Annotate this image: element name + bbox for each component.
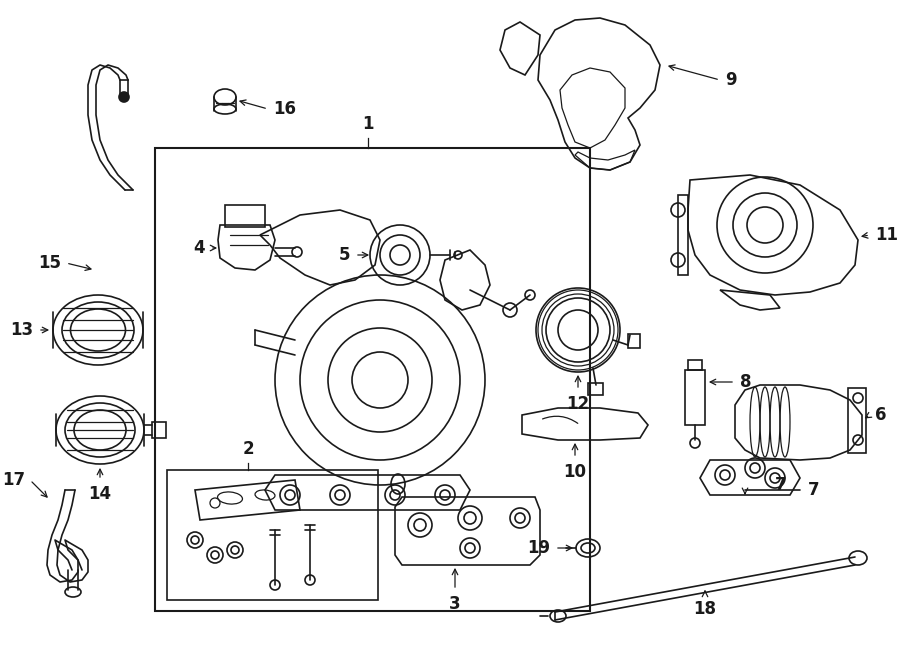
- Bar: [628, 334, 640, 348]
- Bar: [167, 470, 378, 600]
- Bar: [588, 383, 603, 395]
- Text: 6: 6: [875, 406, 886, 424]
- Text: 11: 11: [875, 226, 898, 244]
- Bar: [688, 360, 702, 370]
- Text: 12: 12: [566, 395, 590, 413]
- Text: 18: 18: [694, 600, 716, 618]
- Text: 10: 10: [563, 463, 587, 481]
- Circle shape: [119, 92, 129, 102]
- Text: 7: 7: [808, 481, 820, 499]
- Text: 7: 7: [775, 476, 787, 494]
- Text: 16: 16: [273, 100, 296, 118]
- Bar: [152, 422, 166, 438]
- Text: 13: 13: [10, 321, 33, 339]
- Text: 3: 3: [449, 595, 461, 613]
- Bar: [225, 205, 265, 227]
- Text: 15: 15: [38, 254, 61, 272]
- Text: 9: 9: [725, 71, 736, 89]
- Text: 17: 17: [2, 471, 25, 489]
- Text: 4: 4: [194, 239, 205, 257]
- Bar: [848, 388, 866, 453]
- Text: 8: 8: [740, 373, 752, 391]
- Text: 14: 14: [88, 485, 112, 503]
- Text: 19: 19: [526, 539, 550, 557]
- Bar: [685, 370, 705, 425]
- Text: 2: 2: [242, 440, 254, 458]
- Text: 1: 1: [362, 115, 374, 133]
- Bar: [155, 148, 590, 611]
- Text: 5: 5: [338, 246, 350, 264]
